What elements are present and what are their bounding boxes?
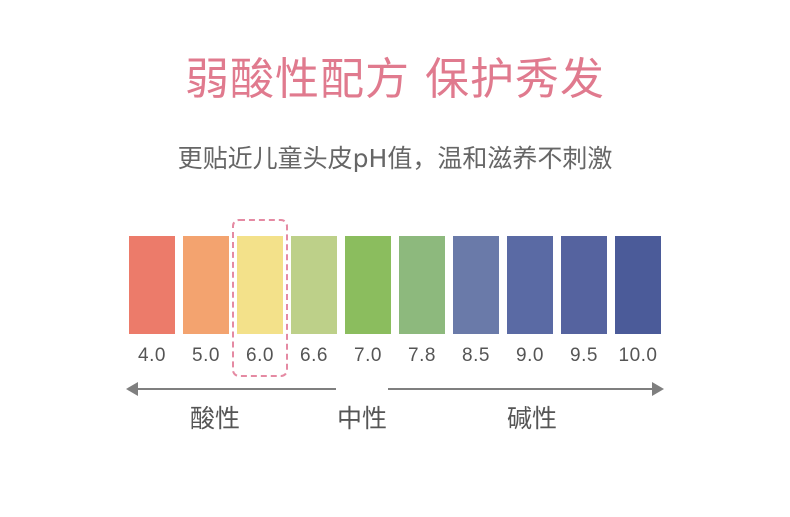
ph-swatch-7-0 bbox=[345, 236, 391, 334]
highlight-box bbox=[232, 219, 288, 377]
ph-swatch-6-6 bbox=[291, 236, 337, 334]
alkaline-label: 碱性 bbox=[506, 404, 557, 433]
ph-swatch-9-0 bbox=[507, 236, 553, 334]
acidic-arrow-line bbox=[136, 388, 336, 390]
ph-swatch-8-5 bbox=[453, 236, 499, 334]
ph-swatch-4-0 bbox=[129, 236, 175, 334]
ph-value-label: 5.0 bbox=[192, 345, 220, 366]
ph-value-label: 6.0 bbox=[246, 345, 274, 366]
ph-value-label: 6.6 bbox=[300, 345, 328, 366]
ph-value-label: 9.5 bbox=[570, 345, 598, 366]
ph-value-label: 10.0 bbox=[618, 345, 658, 366]
ph-swatch-9-5 bbox=[561, 236, 607, 334]
ph-value-label: 9.0 bbox=[516, 345, 544, 366]
ph-swatch-6-0 bbox=[237, 236, 283, 334]
ph-value-label: 8.5 bbox=[462, 345, 490, 366]
arrow-left-icon bbox=[126, 382, 138, 396]
ph-value-label: 4.0 bbox=[138, 345, 166, 366]
neutral-label: 中性 bbox=[336, 404, 387, 433]
subheadline: 更贴近儿童头皮pH值，温和滋养不刺激 bbox=[177, 144, 613, 173]
acidic-label: 酸性 bbox=[189, 404, 240, 433]
headline: 弱酸性配方 保护秀发 bbox=[185, 54, 605, 105]
ph-swatch-7-8 bbox=[399, 236, 445, 334]
ph-swatch-10-0 bbox=[615, 236, 661, 334]
ph-value-label: 7.8 bbox=[408, 345, 436, 366]
arrow-right-icon bbox=[652, 382, 664, 396]
ph-value-label: 7.0 bbox=[354, 345, 382, 366]
ph-scale bbox=[129, 236, 663, 334]
ph-swatch-5-0 bbox=[183, 236, 229, 334]
alkaline-arrow-line bbox=[388, 388, 654, 390]
